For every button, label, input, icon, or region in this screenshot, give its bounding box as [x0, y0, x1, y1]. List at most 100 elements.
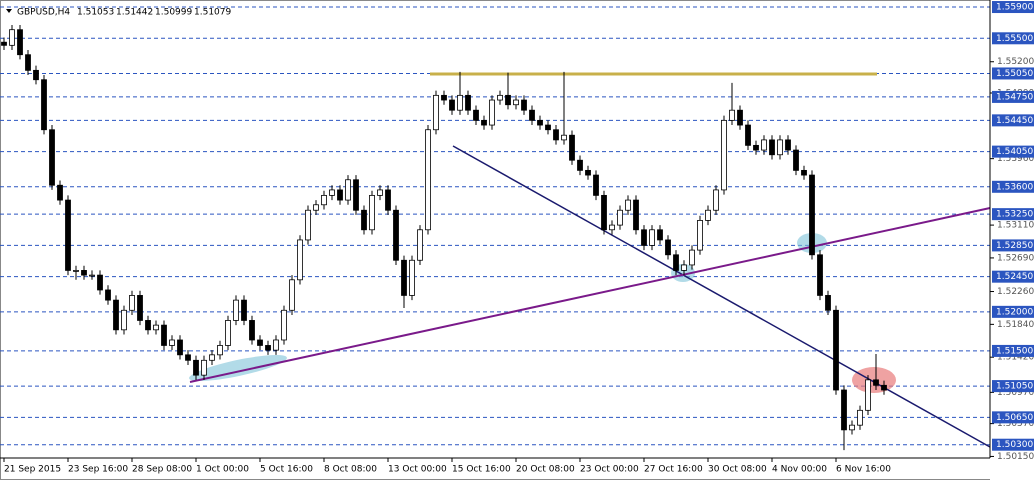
- x-tick-label: 30 Oct 08:00: [708, 465, 767, 475]
- candle-body: [729, 109, 735, 121]
- level-label: 1.54750: [996, 92, 1033, 102]
- x-tick-label: 6 Nov 16:00: [836, 465, 891, 475]
- candle-body: [241, 299, 247, 321]
- candle-body: [257, 339, 263, 346]
- y-tick-label: 1.50970: [997, 388, 1034, 398]
- candle-body: [553, 129, 559, 141]
- candle-body: [41, 79, 47, 131]
- candle-body: [497, 94, 503, 101]
- candle-body: [321, 194, 327, 206]
- level-tag: [992, 438, 1034, 451]
- y-tick-label: 1.52260: [997, 287, 1034, 297]
- level-label: 1.52850: [996, 241, 1033, 251]
- level-label: 1.50650: [996, 413, 1033, 423]
- menu-arrow[interactable]: [6, 9, 12, 13]
- candle-body: [665, 239, 671, 256]
- candle-body: [289, 279, 295, 311]
- candle-body: [393, 209, 399, 261]
- candle-body: [129, 295, 135, 311]
- level-label: 1.52450: [996, 272, 1033, 282]
- candle-body: [873, 379, 879, 386]
- candle-body: [833, 309, 839, 391]
- level-tag: [992, 344, 1034, 357]
- level-tag: [992, 67, 1034, 80]
- level-label: 1.54050: [996, 147, 1033, 157]
- candle-body: [201, 359, 207, 376]
- candle-body: [89, 274, 95, 277]
- x-tick-label: 1 Oct 00:00: [196, 465, 249, 475]
- candle-body: [97, 274, 103, 291]
- candle-body: [681, 264, 687, 271]
- candle-body: [329, 189, 335, 196]
- level-label: 1.55500: [996, 34, 1033, 44]
- candle-body: [841, 389, 847, 431]
- candle-body: [761, 139, 767, 151]
- ohlc-value: 1.51079: [194, 8, 231, 18]
- y-tick-label: 1.55200: [997, 57, 1034, 67]
- candle-body: [441, 94, 447, 101]
- candle-body: [9, 29, 15, 46]
- candle-body: [697, 220, 703, 251]
- candle-body: [481, 119, 487, 126]
- x-tick-label: 8 Oct 08:00: [324, 465, 377, 475]
- candle-body: [65, 199, 71, 271]
- candle-body: [801, 169, 807, 176]
- candle-body: [313, 204, 319, 211]
- candle-body: [297, 239, 303, 281]
- candle-body: [601, 194, 607, 231]
- level-tag: [992, 180, 1034, 193]
- candle-body: [337, 189, 343, 201]
- y-tick-label: 1.52690: [997, 253, 1034, 263]
- candle-body: [857, 409, 863, 426]
- candle-body: [457, 94, 463, 111]
- candle-body: [769, 139, 775, 156]
- x-tick-label: 23 Oct 00:00: [580, 465, 639, 475]
- y-tick-label: 1.51840: [997, 320, 1034, 330]
- level-tag: [992, 1, 1034, 14]
- candle-body: [865, 379, 871, 411]
- highlight: [189, 354, 287, 382]
- candle-body: [217, 345, 223, 356]
- level-label: 1.53250: [996, 210, 1033, 220]
- candle-body: [169, 339, 175, 346]
- level-tag: [992, 32, 1034, 45]
- level-tag: [992, 411, 1034, 424]
- level-tag: [992, 208, 1034, 221]
- x-tick-label: 13 Oct 00:00: [388, 465, 447, 475]
- candle-body: [641, 229, 647, 246]
- level-tag: [992, 145, 1034, 158]
- candle-body: [657, 229, 663, 241]
- candle-body: [225, 320, 231, 346]
- x-tick-label: 4 Nov 00:00: [772, 465, 827, 475]
- candle-body: [561, 134, 567, 141]
- candle-body: [233, 299, 239, 321]
- candle-body: [33, 69, 39, 81]
- candle-body: [377, 189, 383, 196]
- candle-body: [537, 119, 543, 126]
- level-label: 1.55900: [996, 3, 1033, 13]
- candle-body: [577, 159, 583, 171]
- candle-body: [513, 99, 519, 106]
- candle-body: [713, 189, 719, 211]
- candle-body: [369, 194, 375, 231]
- candle-body: [473, 109, 479, 121]
- level-tag: [992, 239, 1034, 252]
- level-label: 1.50300: [996, 440, 1033, 450]
- y-tick-label: 1.53960: [997, 154, 1034, 164]
- candle-body: [633, 199, 639, 231]
- level-tag: [992, 380, 1034, 393]
- candle-body: [825, 295, 831, 311]
- level-tag: [992, 305, 1034, 318]
- candle-body: [609, 224, 615, 231]
- candle-body: [153, 324, 159, 331]
- candle-body: [593, 174, 599, 196]
- level-label: 1.51050: [996, 382, 1033, 392]
- candle-body: [17, 29, 23, 56]
- candle-body: [281, 309, 287, 341]
- y-tick-label: 1.50570: [997, 419, 1034, 429]
- candle-body: [137, 295, 143, 321]
- trend-line: [189, 207, 991, 383]
- candle-body: [1, 41, 7, 46]
- candle-body: [81, 270, 87, 276]
